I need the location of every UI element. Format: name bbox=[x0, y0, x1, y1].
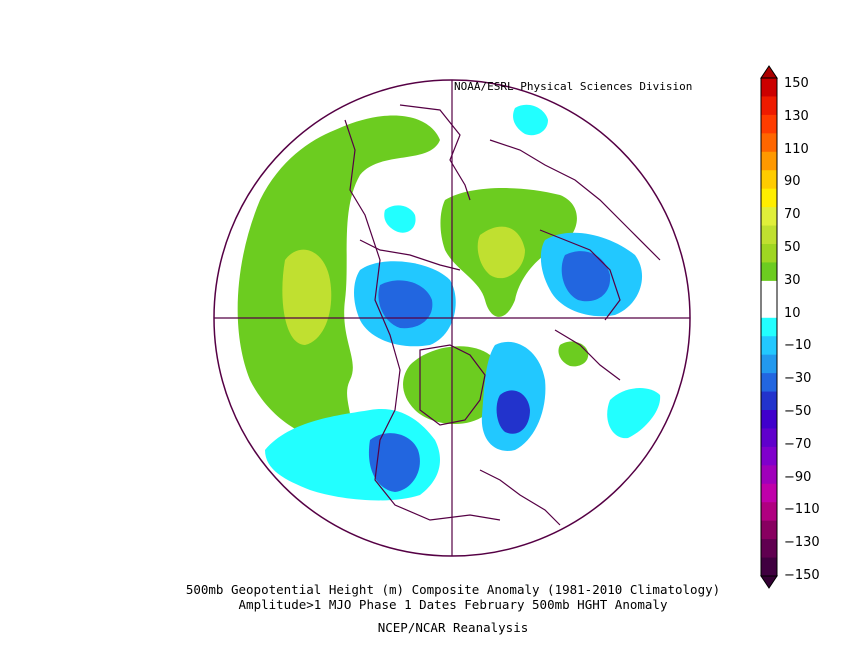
colorbar-tick-label: −110 bbox=[784, 502, 820, 518]
colorbar bbox=[760, 65, 778, 589]
colorbar-band bbox=[761, 151, 777, 171]
colorbar-band bbox=[761, 262, 777, 282]
colorbar-tick-label: −10 bbox=[784, 338, 812, 354]
arctic-core bbox=[378, 280, 433, 329]
caption-line-2: Amplitude>1 MJO Phase 1 Dates February 5… bbox=[238, 597, 668, 612]
colorbar-tick-label: −50 bbox=[784, 404, 812, 419]
colorbar-tick-label: 110 bbox=[784, 141, 809, 157]
colorbar-band bbox=[761, 114, 777, 134]
colorbar-band bbox=[761, 539, 777, 559]
colorbar-tick-label: 130 bbox=[784, 108, 809, 124]
north-america-core bbox=[368, 433, 420, 492]
colorbar-band bbox=[761, 133, 777, 153]
colorbar-band bbox=[761, 465, 777, 485]
colorbar-band bbox=[761, 557, 777, 577]
colorbar-band bbox=[761, 207, 777, 227]
colorbar-tick-label: −90 bbox=[784, 469, 812, 485]
pacific-positive bbox=[237, 115, 440, 441]
colorbar-band bbox=[761, 225, 777, 245]
canada-positive bbox=[403, 346, 500, 425]
atlantic-core bbox=[496, 390, 530, 434]
colorbar-band bbox=[761, 391, 777, 411]
colorbar-band bbox=[761, 428, 777, 448]
colorbar-tick-label: 90 bbox=[784, 174, 801, 190]
colorbar-tick-label: −150 bbox=[784, 568, 820, 583]
siberia-core bbox=[477, 226, 525, 279]
colorbar-band bbox=[761, 373, 777, 393]
colorbar-tick-label: −30 bbox=[784, 371, 812, 387]
credit-text: NOAA/ESRL Physical Sciences Division bbox=[454, 80, 693, 93]
colorbar-tick-label: 50 bbox=[784, 240, 801, 255]
colorbar-tick-label: −70 bbox=[784, 436, 812, 452]
colorbar-band bbox=[761, 317, 777, 337]
colorbar-band bbox=[761, 299, 777, 319]
eastern-asia-core bbox=[561, 251, 611, 302]
pacific-core bbox=[282, 249, 332, 345]
colorbar-band bbox=[761, 483, 777, 503]
caption-line-1: 500mb Geopotential Height (m) Composite … bbox=[185, 582, 721, 597]
colorbar-band bbox=[761, 336, 777, 356]
colorbar-band bbox=[761, 354, 777, 374]
colorbar-band bbox=[761, 78, 777, 97]
colorbar-band bbox=[761, 502, 777, 522]
colorbar-tick-label: 70 bbox=[784, 207, 801, 223]
colorbar-tick-label: 150 bbox=[784, 76, 809, 91]
colorbar-tick-label: −130 bbox=[784, 535, 820, 551]
colorbar-band bbox=[761, 188, 777, 208]
colorbar-band bbox=[761, 446, 777, 466]
colorbar-band bbox=[761, 170, 777, 190]
colorbar-band bbox=[761, 280, 777, 300]
colorbar-tick-label: 10 bbox=[784, 305, 801, 321]
colorbar-band bbox=[761, 520, 777, 540]
colorbar-band bbox=[761, 244, 777, 263]
colorbar-band bbox=[761, 410, 777, 429]
colorbar-band bbox=[761, 96, 777, 116]
colorbar-tick-label: 30 bbox=[784, 272, 801, 288]
colorbar-top-arrow bbox=[760, 65, 778, 79]
coastlines bbox=[344, 104, 661, 526]
caption-line-3: NCEP/NCAR Reanalysis bbox=[377, 620, 529, 635]
